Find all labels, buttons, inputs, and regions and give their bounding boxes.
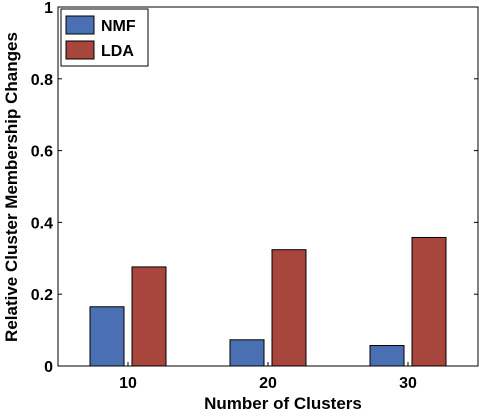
x-tick-label-10: 10: [119, 375, 137, 392]
bar-nmf-20: [229, 339, 265, 367]
plot-frame: [57, 6, 479, 367]
x-tick-label-30: 30: [399, 375, 417, 392]
y-tick-label-0: 0: [44, 359, 53, 376]
bar-nmf-10: [89, 306, 125, 367]
x-axis-label: Number of Clusters: [204, 394, 362, 413]
bar-nmf-30: [369, 345, 405, 367]
legend-swatch-lda: [65, 40, 95, 60]
bar-lda-30: [411, 236, 447, 367]
legend-swatch-nmf: [65, 15, 95, 35]
y-tick-label-0.6: 0.6: [31, 144, 53, 161]
y-tick-label-1: 1: [44, 0, 53, 17]
legend-label-nmf: NMF: [101, 18, 136, 35]
legend-label-lda: LDA: [101, 43, 134, 60]
y-axis-label: Relative Cluster Membership Changes: [2, 32, 21, 342]
y-tick-label-0.2: 0.2: [31, 287, 53, 304]
y-tick-label-0.4: 0.4: [31, 215, 53, 232]
legend: NMF LDA: [60, 8, 149, 67]
y-tick-label-0.8: 0.8: [31, 72, 53, 89]
x-tick-label-20: 20: [259, 375, 277, 392]
bar-lda-20: [271, 249, 307, 367]
bar-lda-10: [131, 266, 167, 367]
